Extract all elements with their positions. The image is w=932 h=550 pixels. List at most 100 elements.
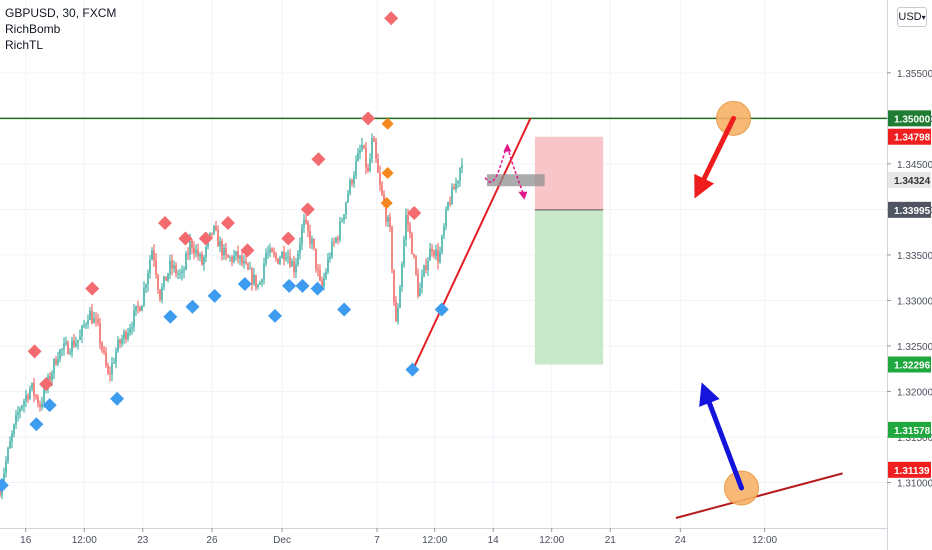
candle-body (51, 373, 53, 381)
time-tick-label: 21 (605, 535, 617, 546)
candle-body (3, 472, 5, 484)
uptrend-line[interactable] (413, 117, 532, 368)
candle-body (261, 279, 263, 283)
bottom-trend-line[interactable] (675, 472, 843, 519)
indicator-richbomb[interactable]: RichBomb (5, 22, 61, 36)
stop-loss-zone[interactable] (534, 136, 604, 210)
candle-body (339, 221, 341, 240)
candle-body (219, 240, 221, 247)
take-profit-zone[interactable] (534, 209, 604, 365)
price-label-badge (888, 461, 931, 478)
candle-body (229, 256, 231, 258)
indicator-richtl[interactable]: RichTL (5, 38, 44, 52)
time-axis[interactable]: 16 12:00 23 26 Dec 7 12:00 14 12:00 21 24 12:00 (0, 528, 887, 550)
candle-body (21, 405, 23, 409)
currency-label: USD (898, 11, 922, 23)
candle-body (245, 261, 247, 264)
candle-body (193, 248, 195, 254)
candle-body (385, 203, 387, 222)
sell-signal-marker (157, 216, 172, 231)
direction-arrow-head (694, 173, 715, 199)
price-axis[interactable]: 1.31000 1.31500 1.32000 1.32500 1.33000 1.335… (887, 0, 932, 550)
candle-body (35, 395, 37, 397)
candle-body (181, 271, 183, 274)
candle-body (205, 247, 207, 257)
candle-body (383, 194, 385, 204)
candle-body (107, 365, 109, 374)
sell-signal-marker (27, 344, 42, 359)
candle-body (247, 263, 249, 270)
candle-body (147, 272, 149, 285)
buy-signal-marker (29, 417, 44, 432)
candle-body (191, 240, 193, 249)
candle-body (367, 167, 369, 172)
candle-body (65, 342, 67, 344)
candle-body (403, 239, 405, 265)
drawn-annotations[interactable] (484, 100, 760, 506)
candle-body (165, 276, 167, 281)
sell-signal-marker (407, 206, 422, 221)
drawn-lines[interactable] (0, 117, 887, 519)
candle-body (329, 256, 331, 259)
candle-body (145, 284, 147, 289)
candle-body (195, 249, 197, 254)
candle-body (43, 388, 45, 404)
sell-signal-marker (281, 231, 296, 246)
candle-body (381, 185, 383, 195)
candle-body (413, 254, 415, 257)
candle-body (17, 412, 19, 416)
candle-body (151, 250, 153, 261)
price-label-badge (888, 201, 931, 218)
candle-body (441, 235, 443, 252)
position-tool[interactable] (534, 136, 604, 365)
currency-button[interactable]: USD▾ (897, 7, 927, 27)
candle-body (93, 318, 95, 324)
buy-signal-marker (405, 362, 420, 377)
candle-body (9, 441, 11, 449)
candle-body (127, 333, 129, 340)
candle-body (197, 249, 199, 257)
candle-body (231, 256, 233, 262)
sell-signal-marker (85, 281, 100, 296)
candle-body (99, 323, 101, 343)
candle-body (15, 415, 17, 425)
candle-body (125, 331, 127, 340)
candle-body (429, 248, 431, 261)
neutral-signal-marker (381, 117, 394, 130)
entry-zone-box[interactable] (486, 174, 545, 187)
candle-body (187, 253, 189, 255)
candle-body (133, 310, 135, 327)
time-tick-label: 12:00 (539, 535, 564, 546)
candle-body (419, 288, 421, 297)
candle-body (401, 264, 403, 288)
candle-body (379, 172, 381, 186)
candle-body (109, 373, 111, 375)
projection-path[interactable] (484, 143, 525, 196)
candle-body (101, 342, 103, 351)
candle-body (255, 274, 257, 288)
symbol-title[interactable]: GBPUSD, 30, FXCM (5, 6, 117, 20)
candle-body (275, 254, 277, 259)
candle-body (7, 448, 9, 462)
sell-signal-marker (311, 152, 326, 167)
candle-body (353, 175, 355, 184)
projection-arrowhead (518, 191, 528, 200)
candle-body (207, 239, 209, 248)
sell-signal-marker (300, 202, 315, 217)
candle-body (199, 254, 201, 257)
price-tick-label: 1.31000 (897, 478, 932, 489)
candle-body (407, 214, 409, 225)
neutral-signal-marker (380, 197, 393, 210)
price-tick-label: 1.32500 (897, 342, 932, 353)
time-tick-label: 24 (675, 535, 687, 546)
candle-body (347, 193, 349, 203)
candle-body (149, 260, 151, 273)
candle-body (73, 340, 75, 347)
candle-body (97, 319, 99, 324)
direction-arrow-shaft[interactable] (706, 400, 745, 491)
candle-body (305, 219, 307, 223)
candle-body (321, 280, 323, 287)
direction-arrow-shaft[interactable] (701, 115, 737, 182)
candle-body (315, 248, 317, 269)
